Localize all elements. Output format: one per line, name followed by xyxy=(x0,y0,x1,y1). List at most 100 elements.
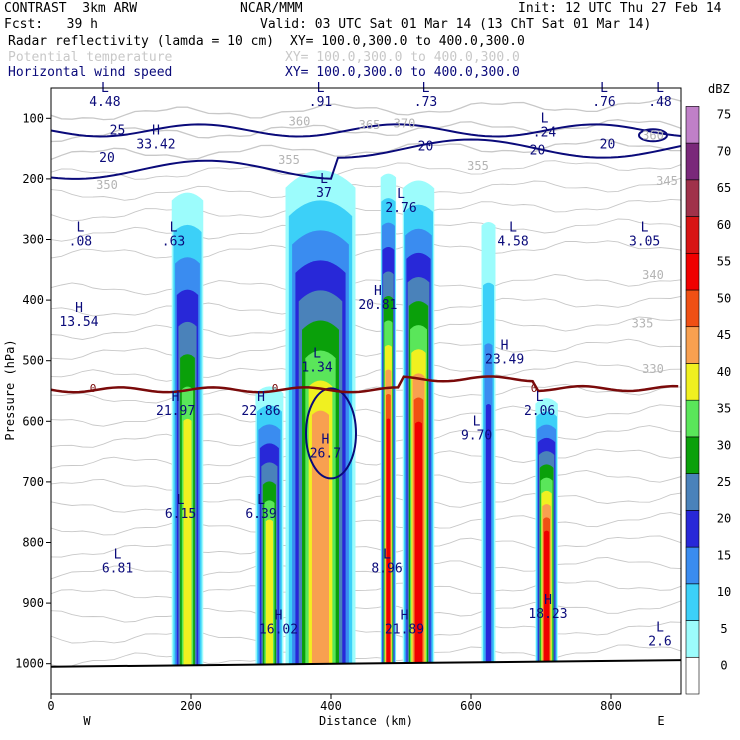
marker-value: 21.89 xyxy=(385,622,424,637)
marker-value: 26.7 xyxy=(310,447,341,462)
colorbar: dBZ 0 5 10 15 20 25 30 35 40 45 50 55 60 65 70 75 xyxy=(685,82,731,695)
colorbar-swatch xyxy=(685,363,700,401)
marker-value: 6.39 xyxy=(245,507,276,522)
dbz-55 xyxy=(386,418,391,664)
y-tick-label: 100 xyxy=(22,111,44,125)
marker-value: .73 xyxy=(414,95,437,110)
colorbar-label: 60 xyxy=(717,218,731,232)
colorbar-swatch xyxy=(685,546,700,585)
marker-value: 37 xyxy=(316,186,332,201)
theta-contour xyxy=(51,621,681,644)
theta-label: 360 xyxy=(642,129,664,143)
marker-value: 2.6 xyxy=(648,634,671,649)
marker-value: .91 xyxy=(309,95,332,110)
wind-contour-20 xyxy=(51,138,681,180)
dbz-45 xyxy=(311,410,330,664)
colorbar-swatch xyxy=(685,473,700,511)
theta-contour xyxy=(51,580,681,599)
theta-contour xyxy=(51,512,681,536)
marker-type: L xyxy=(76,221,84,236)
freezing-label: 0 xyxy=(531,382,538,395)
freezing-level-line xyxy=(51,375,679,394)
x-axis-label: Distance (km) xyxy=(319,714,413,728)
colorbar-label: 70 xyxy=(717,144,731,158)
field-xy-theta: XY= 100.0,300.0 to 400.0,300.0 xyxy=(285,50,520,65)
wind-label: 20 xyxy=(418,139,434,154)
field-label-theta: Potential temperature xyxy=(8,50,173,65)
theta-label: 340 xyxy=(642,268,664,282)
theta-contour xyxy=(51,274,681,296)
marker-type: H xyxy=(544,593,552,608)
marker-type: L xyxy=(257,493,265,508)
theta-label: 345 xyxy=(656,174,678,188)
theta-contour xyxy=(51,425,681,448)
freezing-label: 0 xyxy=(272,382,279,395)
wind-label: 20 xyxy=(99,151,115,166)
theta-label: 365 xyxy=(359,118,381,132)
init-time: Init: 12 UTC Thu 27 Feb 14 xyxy=(518,1,722,16)
potential-temperature-contours xyxy=(51,97,681,668)
marker-value: 1.34 xyxy=(301,361,332,376)
terrain-line xyxy=(50,659,682,668)
forecast-hour: Fcst: 39 h xyxy=(4,17,98,32)
colorbar-label: 5 xyxy=(720,622,727,636)
marker-value: 22.86 xyxy=(241,404,280,419)
colorbar-label: 20 xyxy=(717,512,731,526)
marker-type: L xyxy=(397,187,405,202)
y-axis-label: Pressure (hPa) xyxy=(3,339,17,440)
wind-contour-closed xyxy=(305,387,357,480)
dbz-55 xyxy=(544,530,550,662)
marker-type: L xyxy=(656,81,664,96)
cell-370km xyxy=(285,170,356,664)
wind-contour-closed xyxy=(638,128,668,143)
field-label-reflectivity: Radar reflectivity (lamda = 10 cm) xyxy=(8,34,275,49)
marker-type: H xyxy=(501,339,509,354)
marker-value: 16.02 xyxy=(259,622,298,637)
marker-type: H xyxy=(152,124,160,139)
colorbar-swatch xyxy=(685,656,700,695)
marker-type: L xyxy=(114,548,122,563)
field-xy-wind: XY= 100.0,300.0 to 400.0,300.0 xyxy=(285,65,520,80)
terrain-line xyxy=(50,659,682,668)
colorbar-swatch xyxy=(685,583,700,621)
marker-type: L xyxy=(313,347,321,362)
wind-label: 25 xyxy=(110,124,126,139)
wind-label: 20 xyxy=(600,138,616,153)
marker-value: 8.96 xyxy=(371,562,402,577)
theta-contour xyxy=(51,316,681,340)
marker-type: L xyxy=(320,172,328,187)
theta-contour xyxy=(51,361,681,382)
x-tick-label: 600 xyxy=(460,699,482,713)
cell-525km xyxy=(402,180,435,663)
colorbar-label: 35 xyxy=(717,402,731,416)
marker-type: H xyxy=(257,390,265,405)
field-xy-reflectivity: XY= 100.0,300.0 to 400.0,300.0 xyxy=(290,34,525,49)
y-tick-label: 400 xyxy=(22,293,44,307)
theta-contour xyxy=(51,600,681,623)
colorbar-swatch xyxy=(685,399,700,438)
theta-contour xyxy=(51,404,681,427)
marker-value: .76 xyxy=(592,95,615,110)
theta-contour xyxy=(51,338,681,360)
cell-480km xyxy=(380,173,397,664)
theta-contour xyxy=(51,119,681,143)
theta-contour xyxy=(51,535,681,558)
theta-contour xyxy=(51,448,681,469)
theta-contour xyxy=(51,198,681,222)
center-title: NCAR/MMM xyxy=(240,1,303,16)
marker-value: 33.42 xyxy=(136,138,175,153)
x-tick-label: 800 xyxy=(600,699,622,713)
marker-value: .63 xyxy=(162,235,185,250)
colorbar-label: 30 xyxy=(717,438,731,452)
dbz-40 xyxy=(183,418,192,666)
colorbar-label: 0 xyxy=(720,659,727,673)
cell-310km xyxy=(255,386,284,665)
marker-value: 13.54 xyxy=(59,315,98,330)
marker-value: 3.05 xyxy=(629,235,660,250)
marker-type: L xyxy=(170,221,178,236)
marker-type: L xyxy=(101,81,109,96)
y-tick-label: 600 xyxy=(22,414,44,428)
wind-speed-contours xyxy=(51,123,681,480)
colorbar-label: 15 xyxy=(717,548,731,562)
y-tick-label: 800 xyxy=(22,536,44,550)
